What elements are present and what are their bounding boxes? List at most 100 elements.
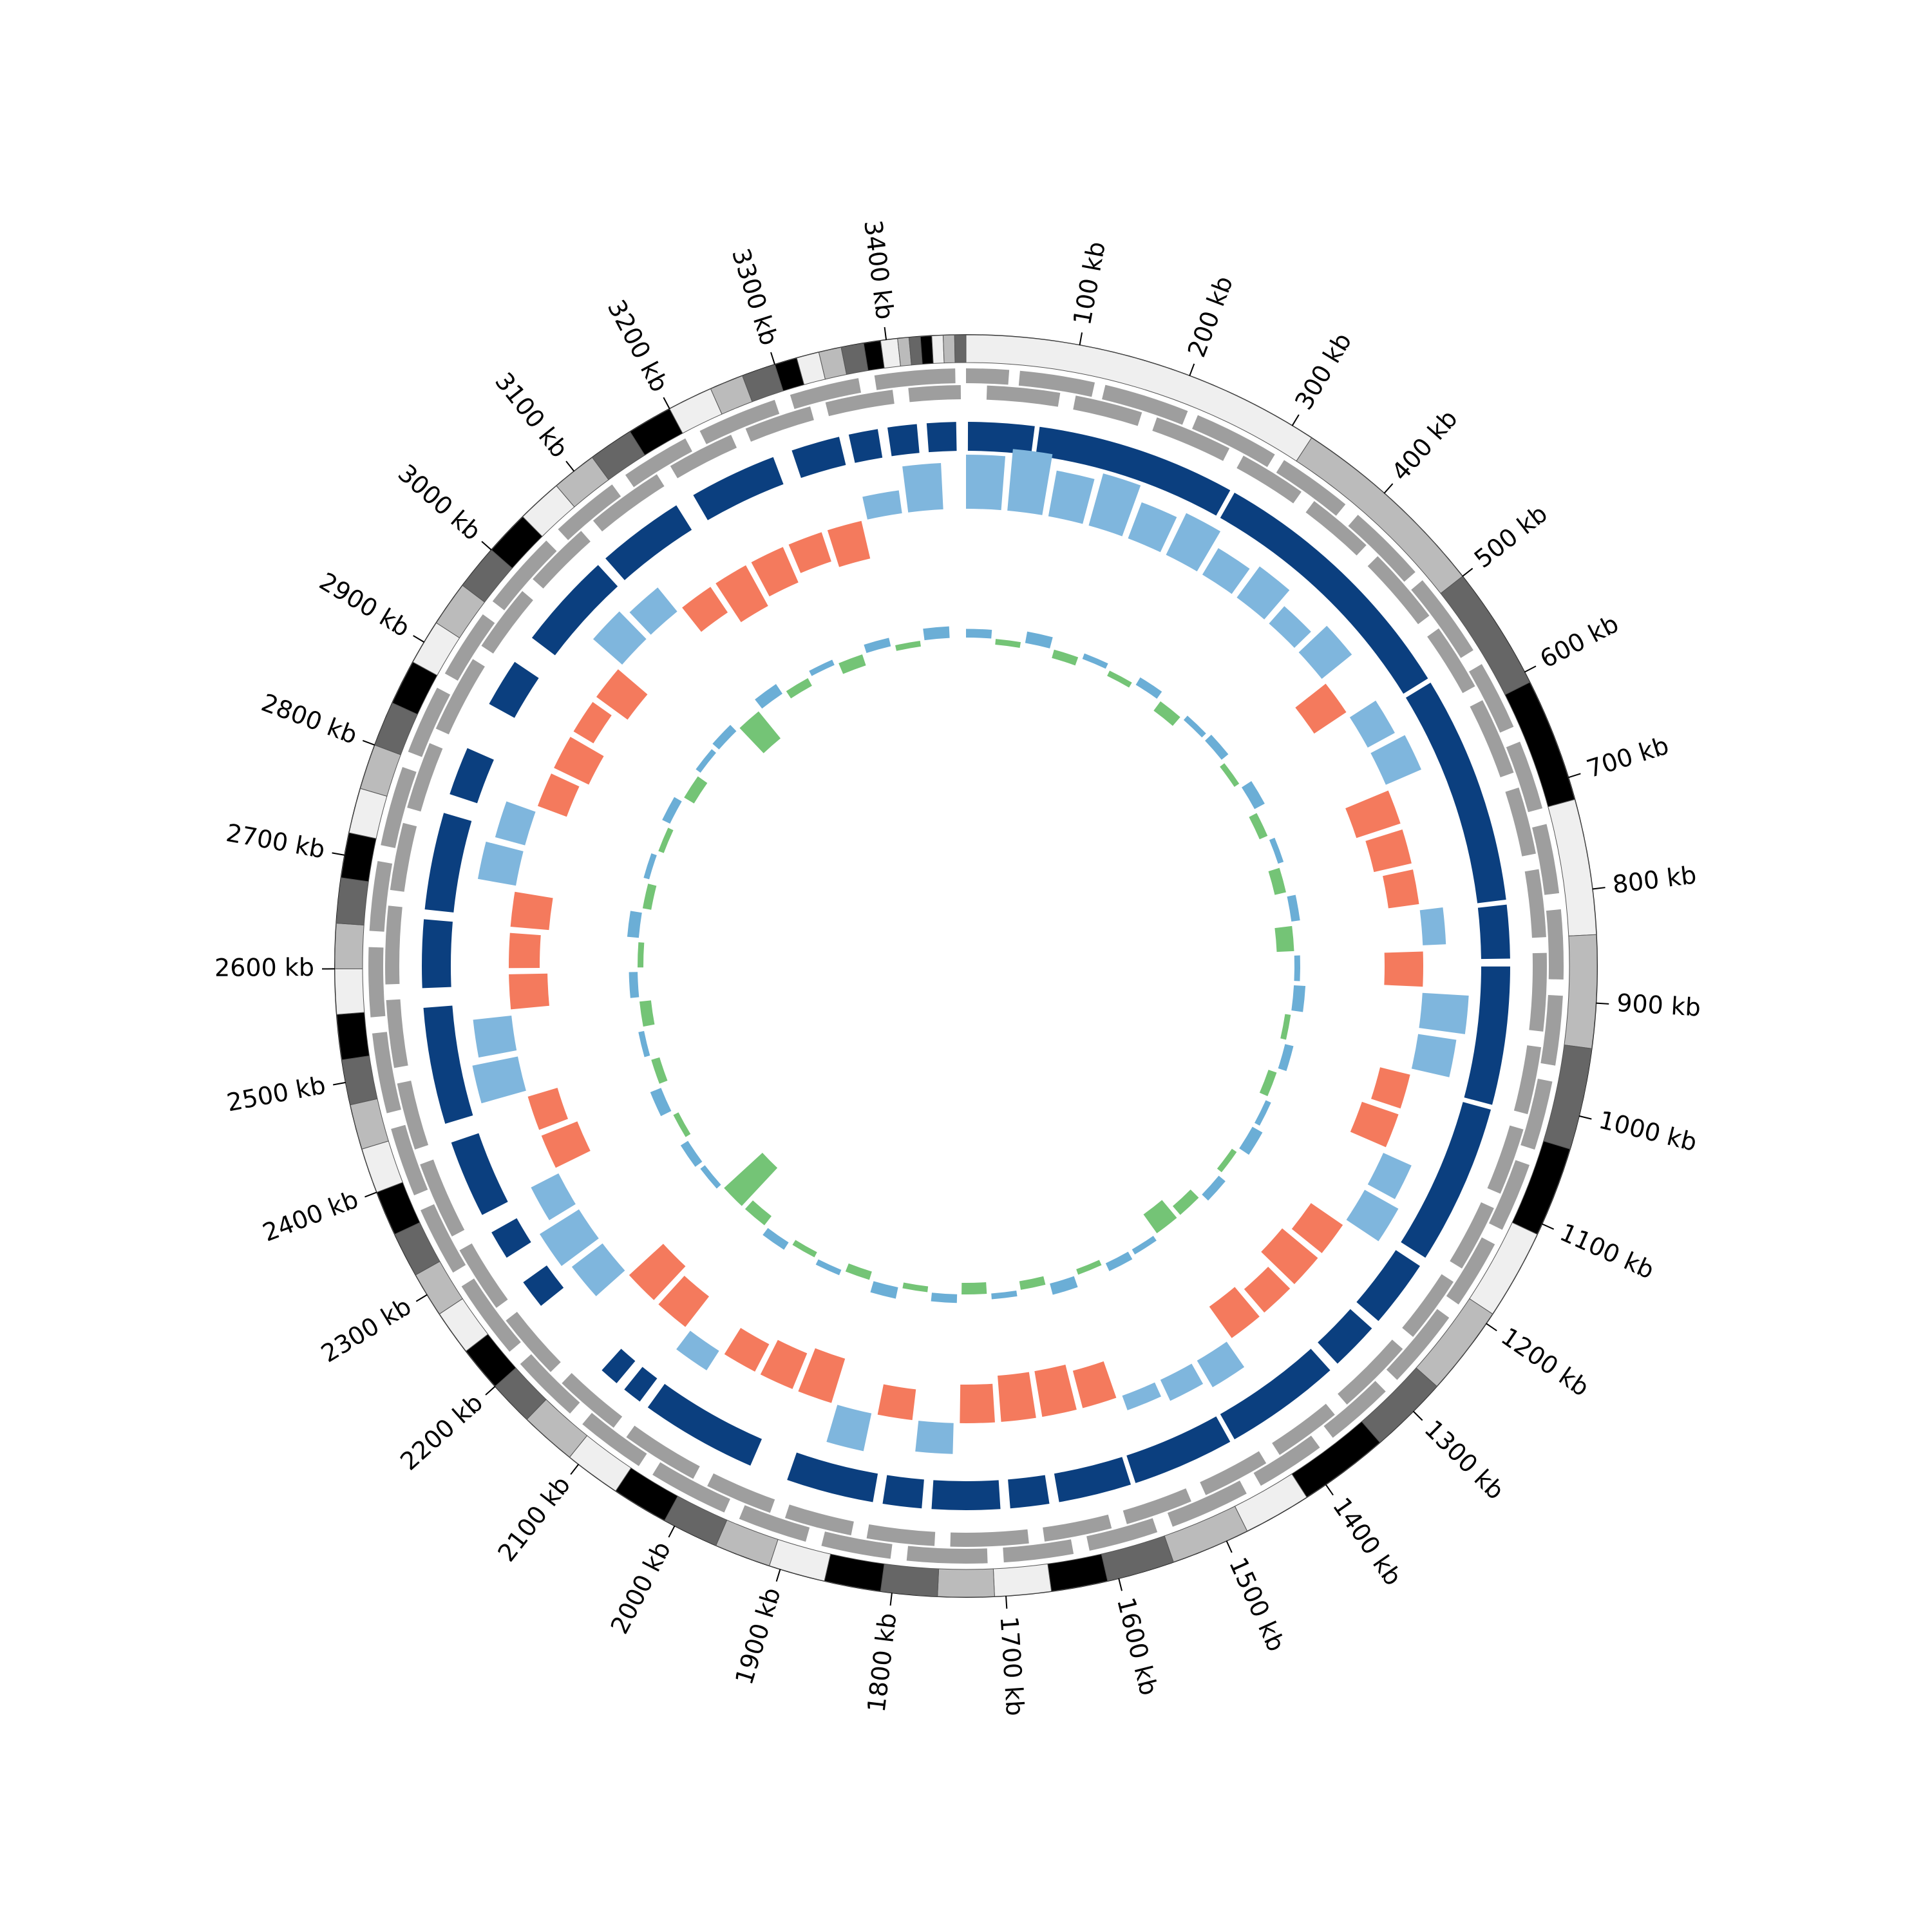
gc-bar [902,1282,929,1293]
tick [1291,414,1300,426]
band [336,1012,370,1061]
skew-bar [1367,1153,1412,1200]
cds [882,1475,924,1509]
skew-bar [960,1383,995,1423]
tick [1592,887,1605,890]
gene [699,399,780,444]
gene [1427,628,1475,694]
skew-bar [629,587,677,635]
skew-bar [531,1173,576,1220]
band [880,1563,940,1597]
skew-bar [1088,473,1141,536]
gc-bar [931,1293,958,1303]
tick-label: 1900 kb [730,1584,786,1688]
gc-bar [786,678,812,699]
gene [1450,1202,1494,1269]
cds [1126,1416,1231,1483]
gene [386,999,408,1068]
band [334,968,365,1015]
band [341,832,377,882]
gc-bar [870,1281,898,1299]
tick-label: 800 kb [1611,860,1698,899]
skew-bar [510,891,553,931]
tick-label: 2400 kb [259,1185,362,1247]
tick [332,852,345,856]
tick-label: 100 kb [1068,240,1111,328]
tick [1189,363,1195,376]
skew-bar [1122,1382,1161,1410]
cds [1464,966,1510,1105]
gene [866,1524,936,1546]
tick-label: 1100 kb [1556,1218,1658,1284]
tick-label: 1600 kb [1112,1595,1163,1698]
tick [365,1191,377,1198]
skew-bar [1261,1228,1318,1285]
gc-bar [1107,670,1132,688]
gc-bar [895,641,921,651]
gc-bar [1280,1014,1291,1040]
gene [1505,787,1536,857]
cds [523,1265,564,1306]
gc-bar [1050,1276,1078,1295]
gene [420,1159,465,1237]
gc-bar [1249,813,1268,840]
gc-bar [651,1057,668,1084]
tick [481,541,492,551]
skew-bar [1244,1267,1291,1313]
gene [1043,1514,1112,1542]
tick-label: 600 kb [1535,609,1623,674]
skew-bar [1269,606,1311,648]
gc-bar [673,1112,691,1137]
gc-bar [991,1290,1018,1300]
tick-label: 2300 kb [316,1292,416,1368]
gc-bar [1268,867,1286,895]
gene [1367,556,1430,625]
tick [1542,1223,1555,1230]
skew-bar [1419,992,1469,1034]
cds [1036,426,1231,516]
gc-bar [662,797,682,824]
band [361,1141,403,1193]
skew-bar [541,1121,591,1168]
gene [950,1529,1029,1547]
gene [986,385,1061,407]
gene [874,368,956,390]
skew-bar [472,1056,526,1104]
gene [435,659,485,735]
gene [625,438,692,488]
skew-bar [1209,1287,1260,1338]
skew-bar [1298,625,1352,679]
cds [1220,493,1428,694]
gene [1276,460,1346,516]
tick-label: 3300 kb [726,245,784,349]
cds [601,1349,636,1383]
gc-bar [1291,985,1306,1012]
gc-bar [1274,925,1294,952]
gene [626,1425,700,1479]
tick-label: 2900 kb [314,567,415,642]
skew-bar [682,587,728,632]
band [992,1563,1052,1597]
gc-bar [1269,837,1284,864]
gene [1402,1274,1454,1337]
gene [1018,370,1095,397]
tick-label: 300 kb [1289,328,1357,415]
gc-bar [744,1200,772,1226]
gene [1540,995,1563,1066]
gene [592,474,665,532]
skew-bar [1236,566,1290,620]
gene [520,1354,580,1414]
tick-label: 3400 kb [858,218,899,321]
gc-bar [923,626,950,641]
gene [1469,664,1514,733]
gene [391,1124,428,1196]
tick [362,740,375,746]
gc-bar [696,749,716,773]
skew-bar [1371,1067,1410,1109]
gene [906,1546,988,1564]
skew-bar [1007,449,1053,515]
gc-bar [755,684,782,709]
gc-bar [815,1259,842,1276]
tick-label: 2700 kb [224,819,327,864]
